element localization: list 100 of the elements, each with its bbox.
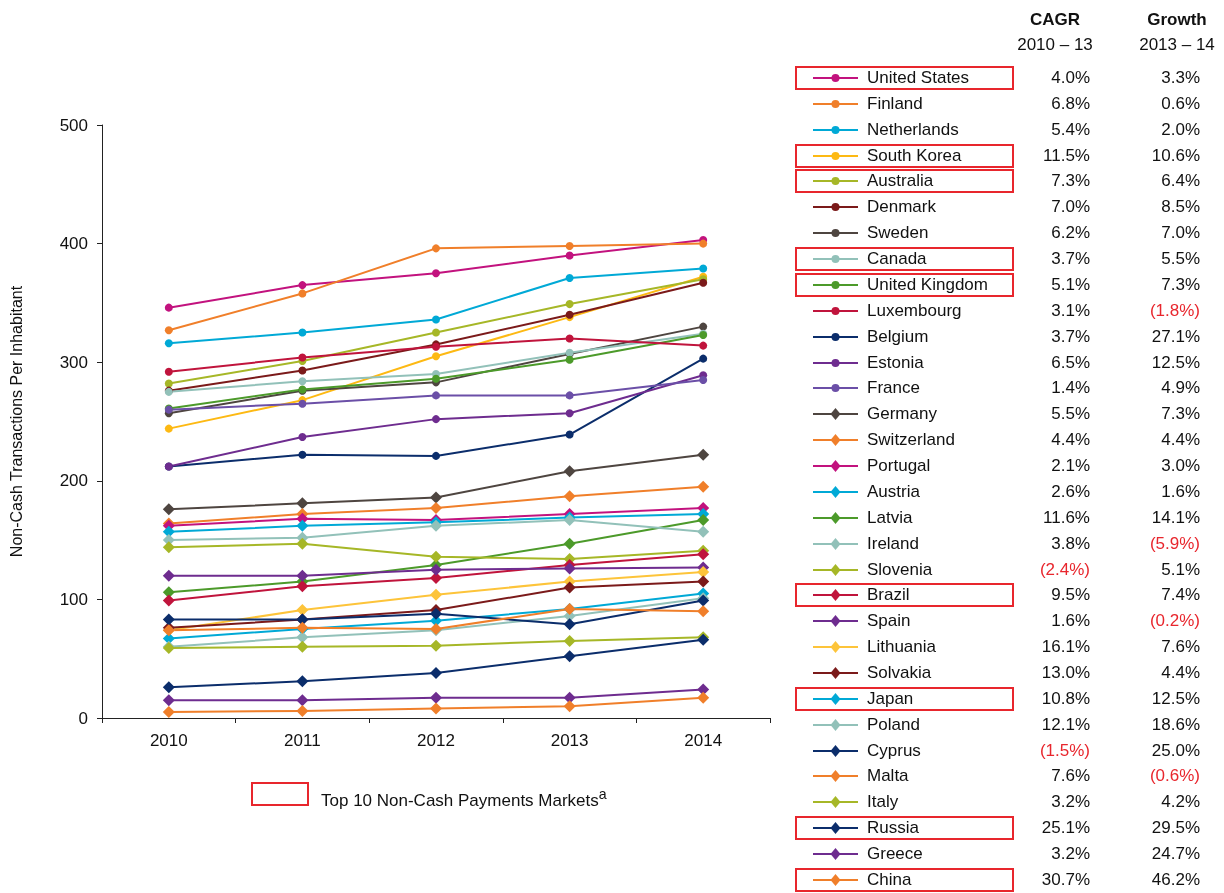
text: (2.4%) xyxy=(1039,559,1090,580)
text: 4.4% xyxy=(1161,430,1200,451)
legend-label: United Kingdom xyxy=(867,274,988,295)
text: CAGR xyxy=(1028,10,1082,30)
legend-label: Latvia xyxy=(867,507,913,528)
text: 25.1% xyxy=(1041,818,1090,839)
text: 7.6% xyxy=(1051,766,1090,787)
text: 3.8% xyxy=(1051,533,1090,554)
legend-label: Spain xyxy=(867,611,911,632)
legend-label: Austria xyxy=(867,481,920,502)
text: 24.7% xyxy=(1151,844,1200,865)
legend-label: Finland xyxy=(867,93,923,114)
legend-label: United States xyxy=(867,68,970,88)
text: (0.6%) xyxy=(1149,766,1200,787)
text: 3.0% xyxy=(1161,456,1200,477)
text: Top 10 Non-Cash Payments Markets$^{a}$ xyxy=(321,785,607,811)
text: 5.4% xyxy=(1051,119,1090,140)
text: (0.2%) xyxy=(1149,611,1200,632)
text: 7.0% xyxy=(1161,223,1200,244)
legend-label: Japan xyxy=(867,688,914,709)
legend-label: Brazil xyxy=(867,585,910,606)
text: 11.6% xyxy=(1043,507,1090,528)
text: (1.8%) xyxy=(1149,300,1200,321)
legend-label: Sweden xyxy=(867,223,929,244)
legend-label: Belgium xyxy=(867,326,929,347)
text: 11.5% xyxy=(1043,145,1090,166)
text: (1.5%) xyxy=(1039,740,1090,761)
text: 7.6% xyxy=(1161,637,1200,658)
y-axis-title: Non-Cash Transactions Per Inhabitant xyxy=(7,285,25,558)
legend-label: Canada xyxy=(867,249,927,270)
text: 4.9% xyxy=(1161,378,1200,399)
text: 5.1% xyxy=(1051,274,1090,295)
legend-label: Italy xyxy=(867,792,899,813)
text: 2.1% xyxy=(1051,456,1090,477)
y-tick-label: 0 xyxy=(78,708,88,728)
text: 10.8% xyxy=(1041,688,1090,709)
legend-label: Slovenia xyxy=(867,559,933,580)
text: 3.1% xyxy=(1051,300,1090,321)
text: 6.2% xyxy=(1051,223,1090,244)
legend-label: Portugal xyxy=(867,456,931,477)
text: 1.4% xyxy=(1051,378,1090,399)
text: 3.2% xyxy=(1051,792,1090,813)
text: 7.3% xyxy=(1051,171,1090,192)
text: 2010 – 13 xyxy=(1016,35,1094,55)
legend-label: China xyxy=(867,869,912,890)
legend-label: Solvakia xyxy=(867,663,932,683)
legend-label: Russia xyxy=(867,818,919,839)
text: 6.8% xyxy=(1051,93,1090,114)
text: 3.2% xyxy=(1051,844,1090,865)
text: 1.6% xyxy=(1161,481,1200,502)
legend-label: Poland xyxy=(867,714,920,735)
text: 25.0% xyxy=(1151,740,1200,761)
text: 8.5% xyxy=(1161,197,1200,218)
text: 5.1% xyxy=(1161,559,1200,580)
text: 2.0% xyxy=(1161,119,1200,140)
legend-label: Netherlands xyxy=(867,119,959,140)
text: 29.5% xyxy=(1151,818,1200,839)
x-tick-label: 2013 xyxy=(550,731,589,750)
legend-label: France xyxy=(867,378,920,399)
y-tick-label: 300 xyxy=(59,352,88,372)
text: 7.3% xyxy=(1161,274,1200,295)
text: 2013 – 14 xyxy=(1138,35,1216,55)
text: 10.6% xyxy=(1151,145,1200,166)
legend-label: Cyprus xyxy=(867,740,921,761)
legend-label: Lithuania xyxy=(867,637,937,658)
text: 30.7% xyxy=(1041,869,1090,890)
text: 4.0% xyxy=(1051,68,1090,88)
text: 46.2% xyxy=(1151,869,1200,890)
text: 14.1% xyxy=(1151,507,1200,528)
text: 6.4% xyxy=(1161,171,1200,192)
text: 27.1% xyxy=(1151,326,1200,347)
y-tick-label: 100 xyxy=(59,589,88,609)
x-tick-label: 2011 xyxy=(284,731,321,750)
legend-label: Estonia xyxy=(867,352,924,373)
text: 4.4% xyxy=(1051,430,1090,451)
text: 5.5% xyxy=(1051,404,1090,425)
legend-label: Germany xyxy=(867,404,937,425)
text: 13.0% xyxy=(1041,663,1090,683)
text: 12.5% xyxy=(1151,352,1200,373)
text: 1.6% xyxy=(1051,611,1090,632)
x-tick-label: 2010 xyxy=(149,731,188,750)
text: 3.3% xyxy=(1161,68,1200,88)
text: 3.7% xyxy=(1051,249,1090,270)
y-tick-label: 200 xyxy=(59,471,88,491)
text: Growth xyxy=(1146,10,1208,30)
text: 6.5% xyxy=(1051,352,1090,373)
legend-label: Australia xyxy=(867,171,934,192)
text: 12.5% xyxy=(1151,688,1200,709)
legend-label: Ireland xyxy=(867,533,919,554)
legend-label: Malta xyxy=(867,766,909,787)
text: 18.6% xyxy=(1151,714,1200,735)
text: 4.2% xyxy=(1161,792,1200,813)
text: (5.9%) xyxy=(1149,533,1200,554)
x-tick-label: 2012 xyxy=(417,731,455,750)
text: 0.6% xyxy=(1161,93,1200,114)
text: 7.0% xyxy=(1051,197,1090,218)
text: 3.7% xyxy=(1051,326,1090,347)
text: 2.6% xyxy=(1051,481,1090,502)
legend-label: South Korea xyxy=(867,145,962,166)
legend-label: Luxembourg xyxy=(867,300,962,321)
